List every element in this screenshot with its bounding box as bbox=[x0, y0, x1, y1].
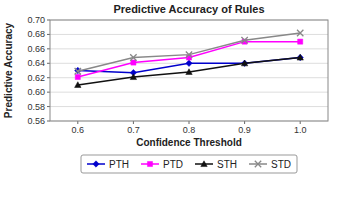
tick-label: 0.7 bbox=[127, 125, 140, 135]
legend-item: STH bbox=[195, 159, 237, 170]
legend-item: PTH bbox=[87, 159, 129, 170]
series-line bbox=[78, 33, 300, 71]
legend-marker bbox=[201, 161, 207, 167]
point bbox=[130, 54, 136, 60]
y-axis-label: Predictive Accuracy bbox=[3, 22, 14, 118]
grid-line bbox=[50, 48, 328, 49]
legend-label: PTD bbox=[163, 159, 183, 170]
point bbox=[297, 30, 303, 36]
plot-frame bbox=[50, 20, 328, 121]
grid-line bbox=[50, 77, 328, 78]
tick-label: 0.68 bbox=[27, 29, 45, 39]
legend-marker bbox=[93, 161, 99, 167]
tick-label: 0.66 bbox=[27, 44, 45, 54]
point bbox=[241, 37, 247, 43]
point bbox=[131, 60, 136, 65]
tick-label: 1.0 bbox=[294, 125, 307, 135]
plot-area bbox=[75, 30, 304, 88]
grid-line bbox=[50, 106, 328, 107]
point bbox=[297, 54, 303, 60]
tick-label: 0.58 bbox=[27, 102, 45, 112]
point bbox=[186, 51, 192, 57]
legend-label: PTH bbox=[109, 159, 129, 170]
tick-label: 0.9 bbox=[238, 125, 251, 135]
legend-marker bbox=[255, 161, 261, 167]
chart: Predictive Accuracy of Rules0.560.580.60… bbox=[0, 0, 338, 199]
legend-item: PTD bbox=[141, 159, 183, 170]
point bbox=[186, 60, 192, 66]
point bbox=[186, 69, 192, 75]
series-line bbox=[78, 58, 300, 85]
series-line bbox=[78, 42, 300, 77]
legend-label: STH bbox=[217, 159, 237, 170]
point bbox=[75, 74, 80, 79]
point bbox=[75, 82, 81, 88]
legend-frame bbox=[81, 155, 297, 173]
tick-label: 0.64 bbox=[27, 58, 45, 68]
grid-line bbox=[50, 92, 328, 93]
title: Predictive Accuracy of Rules bbox=[113, 3, 264, 15]
tick-label: 0.56 bbox=[27, 116, 45, 126]
tick-label: 0.8 bbox=[183, 125, 196, 135]
legend-label: STD bbox=[271, 159, 291, 170]
point bbox=[298, 39, 303, 44]
tick-label: 0.60 bbox=[27, 87, 45, 97]
legend-marker bbox=[147, 161, 152, 166]
point bbox=[241, 60, 247, 66]
tick-label: 0.62 bbox=[27, 73, 45, 83]
legend-item: STD bbox=[249, 159, 291, 170]
point bbox=[75, 68, 81, 74]
x-axis-label: Confidence Threshold bbox=[136, 137, 242, 148]
tick-label: 0.6 bbox=[72, 125, 85, 135]
tick-label: 0.70 bbox=[27, 15, 45, 25]
point bbox=[130, 74, 136, 80]
legend: PTH PTD STH STD bbox=[81, 155, 297, 173]
